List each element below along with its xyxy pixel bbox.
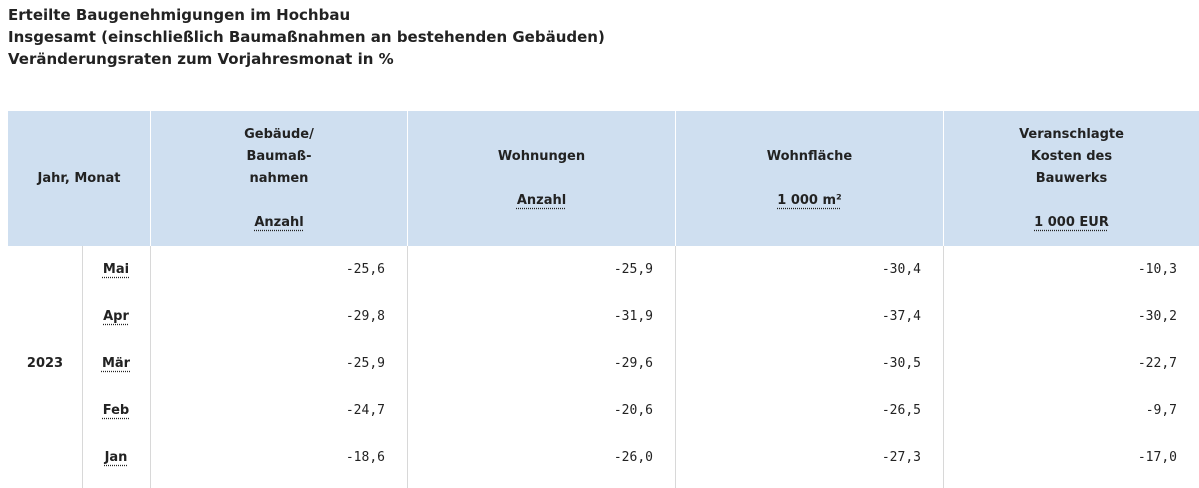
header-label-line: Bauwerks (1035, 170, 1108, 186)
column-divider (82, 246, 83, 488)
month-cell: Apr (82, 307, 150, 327)
value-cell: -22,7 (1137, 356, 1177, 371)
month-cell: Jan (82, 448, 150, 468)
month-label: Apr (103, 309, 129, 324)
month-cell: Mär (82, 354, 150, 374)
value-cell: -30,2 (1137, 309, 1177, 324)
header-label-line: nahmen (249, 170, 309, 186)
title-line: Veränderungsraten zum Vorjahresmonat in … (8, 50, 394, 68)
value-cell: -25,9 (345, 356, 385, 371)
column-divider (150, 246, 151, 488)
month-label: Mai (102, 262, 130, 277)
value-cell: -31,9 (613, 309, 653, 324)
column-divider (943, 246, 944, 488)
column-divider (407, 246, 408, 488)
month-label: Feb (102, 403, 130, 418)
value-cell: -29,6 (613, 356, 653, 371)
value-cell: -29,8 (345, 309, 385, 324)
value-cell: -37,4 (881, 309, 921, 324)
header-cell: Wohnfläche 1 000 m² (676, 111, 943, 246)
header-unit: Anzahl (254, 214, 304, 230)
header-label: Jahr, Monat (38, 168, 121, 190)
value-cell: -26,5 (881, 403, 921, 418)
value-cell: -17,0 (1137, 450, 1177, 465)
header-label-line: Gebäude/ (244, 126, 314, 142)
header-label-line: Baumaß- (246, 148, 312, 164)
month-cell: Mai (82, 260, 150, 280)
value-cell: -9,7 (1145, 403, 1177, 418)
value-cell: -20,6 (613, 403, 653, 418)
title-line: Erteilte Baugenehmigungen im Hochbau (8, 6, 351, 24)
header-label: Gebäude/Baumaß-nahmen (244, 124, 314, 190)
value-cell: -27,3 (881, 450, 921, 465)
column-divider (675, 246, 676, 488)
value-cell: -25,9 (613, 262, 653, 277)
header-label: Wohnungen (498, 146, 585, 168)
value-cell: -26,0 (613, 450, 653, 465)
month-label: Jan (104, 450, 128, 465)
header-unit: Anzahl (516, 192, 567, 208)
header-cell: Jahr, Monat (8, 111, 150, 246)
header-label-line: Kosten des (1030, 148, 1113, 164)
header-unit: 1 000 m² (777, 192, 842, 208)
header-cell: Wohnungen Anzahl (408, 111, 675, 246)
year-cell: 2023 (26, 356, 64, 371)
header-unit: 1 000 EUR (1034, 214, 1109, 230)
month-cell: Feb (82, 401, 150, 421)
header-label: Veranschlagte Kosten des Bauwerks (1019, 124, 1124, 190)
value-cell: -25,6 (345, 262, 385, 277)
value-cell: -30,4 (881, 262, 921, 277)
value-cell: -18,6 (345, 450, 385, 465)
header-label-line: Jahr, Monat (37, 170, 121, 186)
header-label-line: Wohnungen (497, 148, 586, 164)
value-cell: -24,7 (345, 403, 385, 418)
title-line: Insgesamt (einschließlich Baumaßnahmen a… (8, 28, 605, 46)
header-label: Wohnfläche (767, 146, 853, 168)
value-cell: -30,5 (881, 356, 921, 371)
header-label-line: Veranschlagte (1019, 126, 1124, 142)
value-cell: -10,3 (1137, 262, 1177, 277)
header-label-line: Wohnfläche (766, 148, 853, 164)
header-cell: Veranschlagte Kosten des Bauwerks 1 000 EUR (944, 111, 1199, 246)
header-cell: Gebäude/Baumaß-nahmen Anzahl (151, 111, 407, 246)
month-label: Mär (101, 356, 131, 371)
